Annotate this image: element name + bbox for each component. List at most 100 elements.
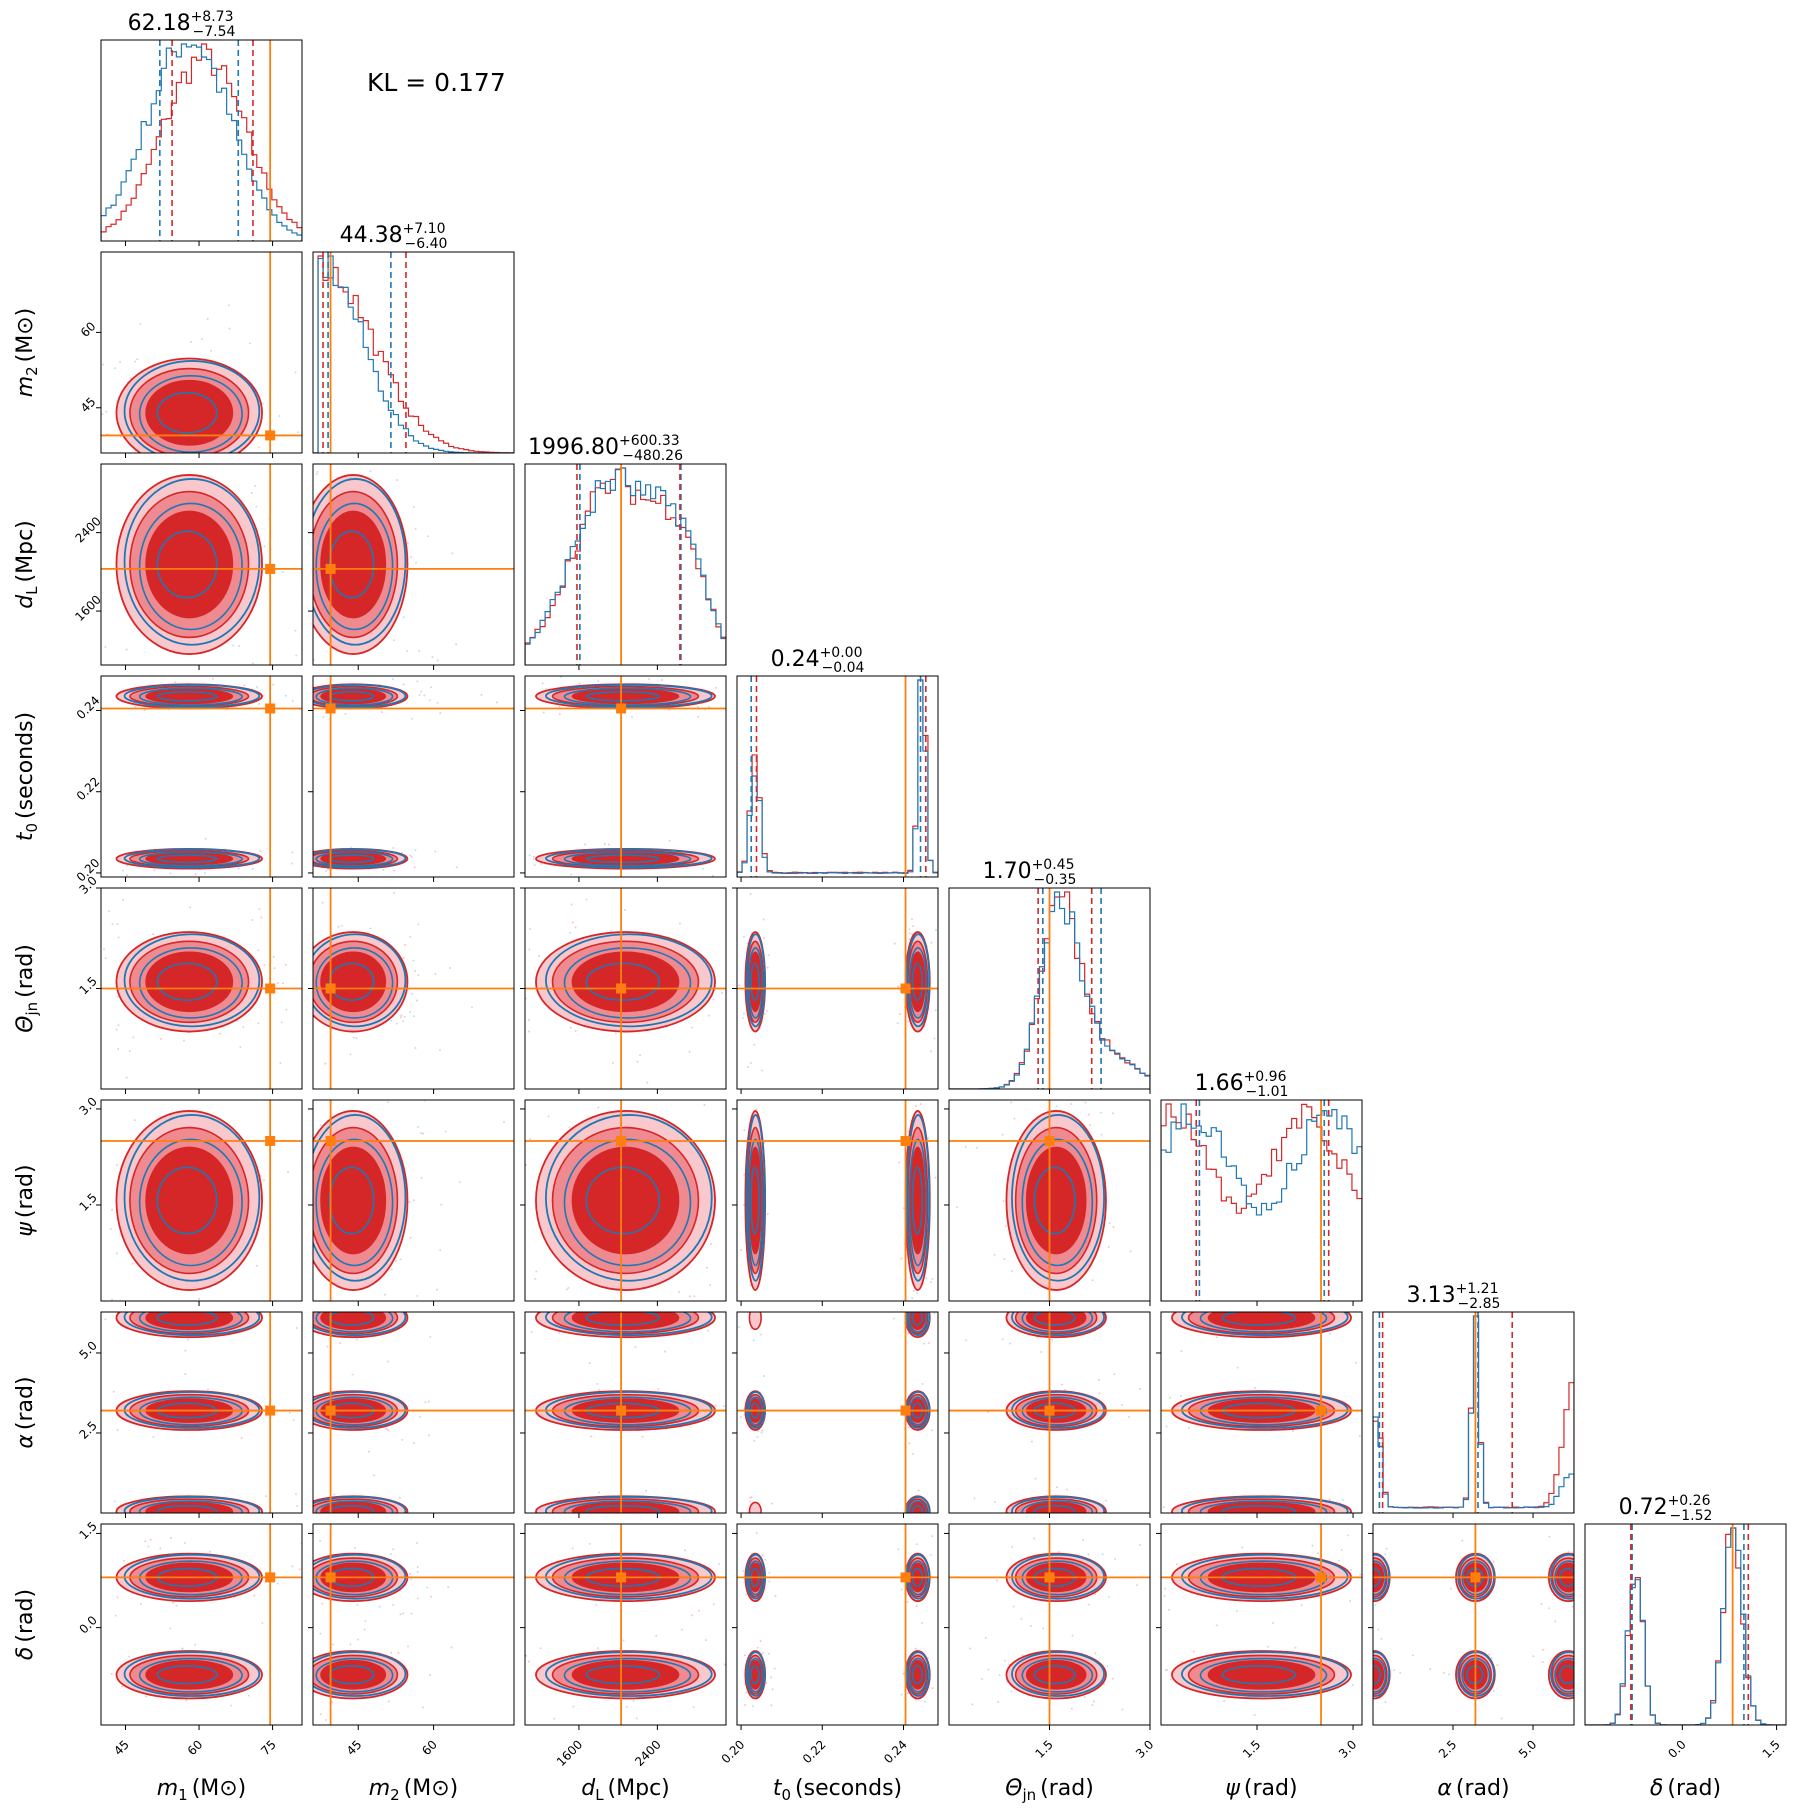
- title-t0: 0.24+0.00 −0.04: [771, 645, 865, 676]
- sample-point: [257, 1022, 260, 1025]
- sample-point: [279, 1062, 282, 1065]
- sample-point: [501, 1237, 503, 1239]
- sample-point: [1575, 1702, 1577, 1704]
- sample-point: [1169, 1678, 1172, 1681]
- sample-point: [352, 1036, 355, 1039]
- sample-point: [412, 506, 415, 509]
- sample-point: [409, 1236, 412, 1239]
- sample-point: [922, 1096, 924, 1098]
- sample-point: [1087, 1553, 1090, 1556]
- sample-point: [438, 1049, 441, 1052]
- sample-point: [411, 993, 414, 996]
- sample-point: [345, 454, 347, 456]
- sample-point: [1384, 1701, 1387, 1704]
- sample-point: [288, 1411, 291, 1414]
- sample-point: [291, 851, 294, 854]
- sample-point: [1061, 1383, 1064, 1386]
- sample-point: [1442, 1671, 1445, 1674]
- scatter-panel-psi-delta: [1161, 1524, 1362, 1725]
- contour-a-inner: [911, 1665, 924, 1685]
- sample-point: [294, 1664, 296, 1666]
- hist-panel-m2: [313, 252, 514, 453]
- sample-point: [278, 415, 281, 418]
- sample-point: [1402, 1407, 1404, 1409]
- contour-a-outer: [313, 1496, 407, 1513]
- contour-a-outer: [313, 1312, 407, 1337]
- contour-a-inner: [911, 1166, 924, 1235]
- sample-point: [251, 867, 254, 870]
- sample-point: [747, 1705, 749, 1707]
- sample-point: [705, 1266, 708, 1269]
- contour-a-inner: [911, 1505, 924, 1513]
- hist-panel-m1: [101, 40, 302, 241]
- y-tick-label: 60: [78, 319, 99, 340]
- sample-point: [434, 973, 437, 976]
- sample-point: [993, 1500, 996, 1503]
- sample-point: [1165, 1668, 1168, 1671]
- contour-inner: [909, 1312, 926, 1331]
- sample-point: [240, 1436, 243, 1439]
- contour-a-inner: [156, 1312, 218, 1326]
- sample-point: [448, 966, 451, 969]
- sample-point: [1594, 1575, 1596, 1577]
- contour-outer: [748, 1501, 762, 1513]
- sample-point: [1385, 1547, 1388, 1550]
- sample-point: [494, 1302, 496, 1304]
- sample-point: [1199, 1286, 1201, 1288]
- sample-point: [289, 1673, 291, 1675]
- sample-point: [1554, 1620, 1557, 1623]
- sample-point: [718, 1563, 721, 1566]
- sample-point: [95, 841, 97, 843]
- sample-point: [765, 1108, 767, 1110]
- panel-frame: [312, 1311, 515, 1514]
- sample-point: [782, 1183, 784, 1185]
- sample-point: [112, 1390, 115, 1393]
- sample-point: [558, 713, 561, 716]
- contour-a-outer: [123, 360, 261, 453]
- sample-point: [707, 1329, 710, 1332]
- sample-point: [574, 1029, 577, 1032]
- sample-point: [740, 1249, 743, 1252]
- sample-point: [406, 542, 409, 545]
- sample-point: [1001, 1133, 1004, 1136]
- sample-point: [128, 480, 130, 482]
- sample-point: [337, 925, 340, 928]
- sample-point: [504, 1510, 506, 1512]
- y-tick-label: 0.0: [76, 1613, 99, 1636]
- contour-a-mid: [1199, 1657, 1328, 1693]
- sample-point: [1341, 1498, 1344, 1501]
- sample-point: [749, 1327, 752, 1330]
- sample-point: [1033, 1537, 1036, 1540]
- sample-point: [127, 471, 129, 473]
- sample-point: [668, 839, 671, 842]
- sample-point: [646, 1081, 649, 1084]
- sample-point: [767, 1652, 770, 1655]
- sample-point: [134, 705, 137, 708]
- sample-point: [144, 1695, 147, 1698]
- sample-point: [87, 856, 89, 858]
- sample-point: [97, 1708, 99, 1710]
- sample-point: [770, 1502, 773, 1505]
- sample-point: [723, 1663, 726, 1666]
- sample-point: [392, 847, 395, 850]
- contour-a-inner: [1221, 1312, 1297, 1326]
- sample-point: [392, 1548, 395, 1551]
- sample-point: [1492, 1689, 1495, 1692]
- sample-point: [1179, 1394, 1182, 1397]
- sample-point: [1359, 1573, 1362, 1576]
- sample-point: [389, 1295, 391, 1297]
- y-tick-label: 1.5: [76, 1519, 99, 1542]
- scatter-panel-theta-psi: [922, 1096, 1150, 1301]
- sample-point: [1037, 1304, 1039, 1306]
- sample-point: [737, 1326, 740, 1329]
- sample-point: [1215, 1336, 1218, 1339]
- histogram-posterior_a: [525, 467, 726, 665]
- sample-point: [1253, 1713, 1256, 1716]
- sample-point: [272, 955, 275, 958]
- scatter-panel-m1-theta: [101, 888, 302, 1089]
- sample-point: [319, 1713, 322, 1716]
- sample-point: [247, 1694, 250, 1697]
- sample-point: [296, 1374, 298, 1376]
- sample-point: [1050, 1531, 1052, 1533]
- sample-point: [430, 686, 433, 689]
